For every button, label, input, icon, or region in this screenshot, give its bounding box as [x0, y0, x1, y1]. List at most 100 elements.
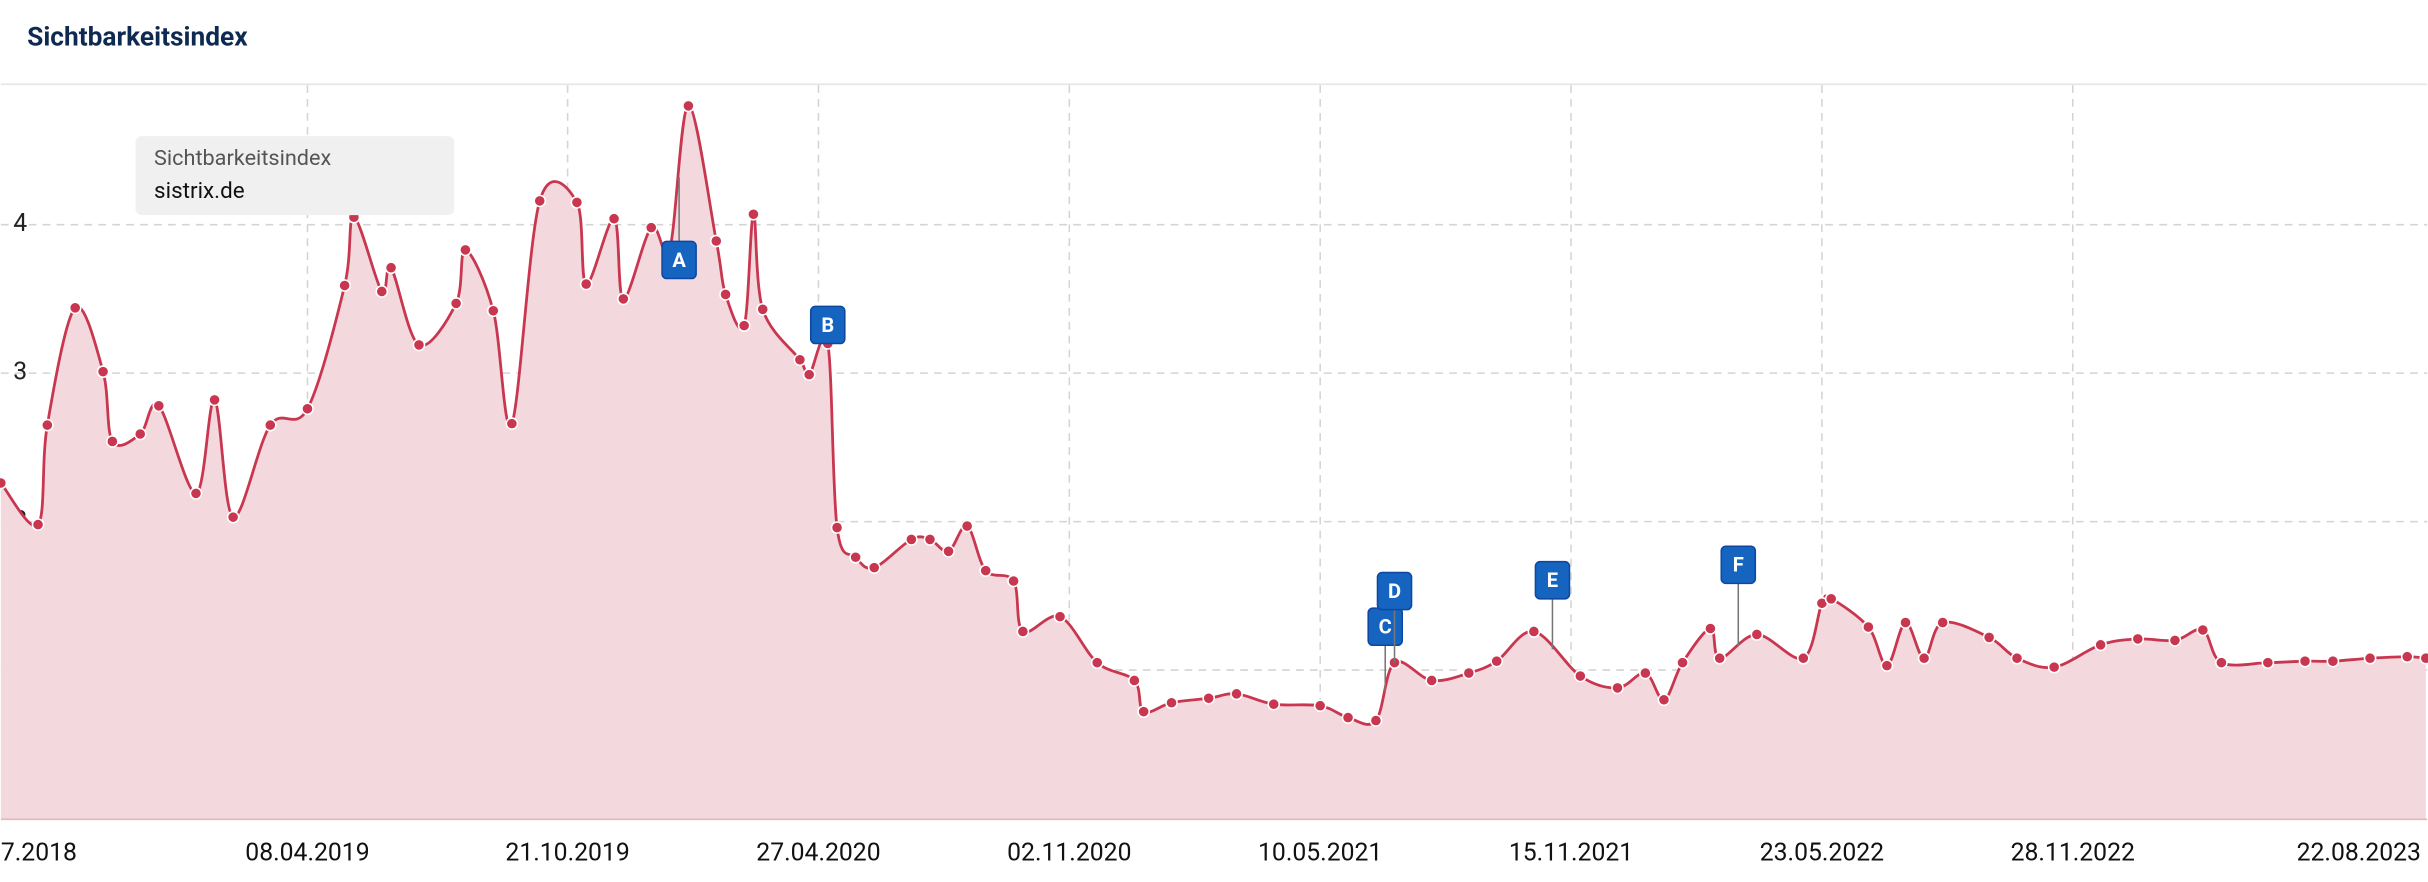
data-point	[2168, 634, 2182, 647]
data-point	[1880, 659, 1894, 672]
event-badge	[1720, 545, 1757, 585]
legend-title: Sichtbarkeitsindex	[154, 146, 331, 171]
data-point	[1704, 622, 1717, 635]
data-point	[2326, 654, 2340, 668]
data-point	[2298, 654, 2312, 668]
data-point	[1230, 687, 1243, 701]
data-point	[942, 544, 955, 558]
data-point	[1462, 666, 1476, 680]
data-point	[1862, 620, 1875, 634]
data-point	[979, 564, 993, 577]
data-point	[1824, 592, 1838, 606]
data-point	[682, 99, 695, 113]
x-tick-label: 7.2018	[1, 839, 77, 868]
event-marker: F	[1720, 545, 1757, 647]
data-point	[133, 427, 147, 441]
data-point	[1090, 656, 1104, 670]
data-point	[0, 476, 8, 490]
data-point	[719, 288, 732, 301]
x-tick-label: 15.11.2021	[1509, 839, 1633, 868]
data-point	[960, 519, 974, 533]
event-marker: C	[1367, 607, 1404, 692]
data-point	[1369, 714, 1383, 727]
event-badge	[661, 240, 697, 280]
data-point	[384, 261, 398, 275]
event-marker: B	[809, 305, 846, 345]
data-point	[449, 297, 463, 310]
data-point	[2215, 656, 2228, 670]
x-tick-label: 23.05.2022	[1760, 839, 1884, 868]
legend: Sichtbarkeitsindex sistrix.de	[135, 136, 455, 216]
data-point	[644, 221, 658, 234]
x-tick-label: 02.11.2020	[1007, 839, 1131, 868]
event-label: B	[821, 313, 834, 337]
data-point	[338, 279, 351, 292]
data-point	[756, 302, 770, 316]
x-tick-label: 28.11.2022	[2011, 839, 2135, 868]
x-tick-label: 21.10.2019	[505, 839, 629, 868]
data-point	[1007, 574, 1020, 588]
data-point	[505, 417, 519, 430]
data-point	[923, 533, 937, 546]
data-point	[40, 418, 54, 432]
data-point	[793, 353, 807, 367]
data-point	[1796, 651, 1810, 665]
data-point	[106, 435, 119, 448]
data-point	[1899, 616, 1912, 629]
data-point	[189, 487, 203, 500]
data-point	[1573, 669, 1587, 683]
data-point	[570, 196, 584, 209]
x-tick-label: 27.04.2020	[756, 839, 880, 868]
data-point	[802, 368, 816, 381]
data-point	[152, 399, 166, 413]
data-point	[1936, 616, 1950, 629]
data-point	[412, 338, 426, 352]
legend-box	[135, 136, 455, 216]
data-point	[1611, 681, 1624, 695]
data-point	[2419, 651, 2428, 665]
data-point	[1982, 631, 1996, 644]
data-point	[1425, 674, 1439, 687]
data-point	[617, 292, 630, 306]
data-point	[607, 212, 621, 226]
data-point	[263, 418, 277, 432]
data-point	[31, 518, 45, 531]
data-point	[1657, 693, 1671, 707]
x-tick-label: 22.08.2023	[2297, 839, 2421, 868]
data-point	[1490, 654, 1504, 668]
data-point	[2363, 651, 2377, 665]
data-point	[375, 285, 389, 298]
data-point	[486, 304, 500, 318]
data-point	[2047, 660, 2061, 674]
data-point	[1313, 699, 1327, 713]
data-point	[747, 207, 760, 221]
data-point	[905, 533, 918, 546]
data-point	[1341, 711, 1355, 724]
event-label: D	[1388, 579, 1401, 603]
data-point	[2010, 651, 2024, 665]
event-badge	[809, 305, 846, 345]
y-tick-label: 3	[13, 358, 27, 387]
data-point	[2131, 632, 2145, 646]
event-label: C	[1379, 615, 1392, 639]
data-point	[1267, 697, 1281, 711]
data-point	[867, 561, 881, 574]
legend-entry: sistrix.de	[154, 178, 245, 204]
x-tick-label: 10.05.2021	[1258, 839, 1382, 868]
y-tick-label: 4	[13, 209, 27, 238]
data-point	[2261, 656, 2275, 670]
event-badge	[1534, 560, 1571, 600]
data-point	[2094, 638, 2107, 652]
data-point	[2196, 623, 2210, 637]
data-point	[579, 277, 593, 291]
data-point	[2400, 650, 2414, 664]
data-point	[459, 243, 472, 257]
data-point	[68, 301, 82, 315]
data-point	[1527, 625, 1541, 638]
data-point	[830, 521, 844, 534]
event-marker: A	[661, 177, 697, 280]
data-point	[737, 319, 751, 332]
header	[0, 0, 2428, 84]
